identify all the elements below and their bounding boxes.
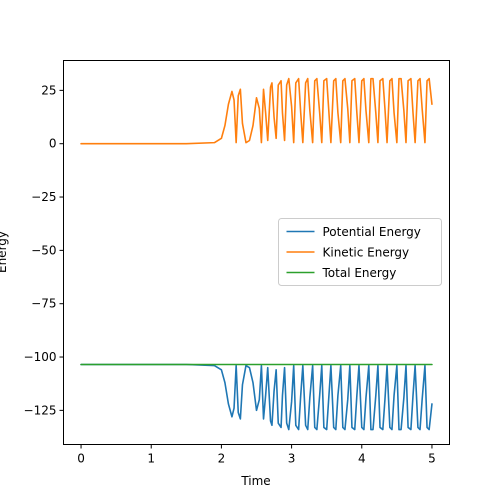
y-tick-label: −100 xyxy=(24,350,57,364)
legend-label-1: Kinetic Energy xyxy=(323,246,410,260)
plot-frame xyxy=(63,60,450,445)
legend-box xyxy=(278,218,442,286)
series-line-1 xyxy=(80,77,433,145)
y-tick-label: 25 xyxy=(41,83,56,97)
legend-label-0: Potential Energy xyxy=(323,225,421,239)
x-axis-label: Time xyxy=(240,474,270,488)
y-tick-label: −25 xyxy=(31,190,56,204)
legend: Potential Energy Kinetic Energy Total Ener… xyxy=(278,218,442,286)
x-tick-label: 0 xyxy=(77,452,85,466)
series-layer xyxy=(80,77,433,431)
x-tick-label: 1 xyxy=(147,452,155,466)
legend-label-2: Total Energy xyxy=(322,266,397,280)
y-tick-label: −75 xyxy=(31,297,56,311)
x-tick-label: 2 xyxy=(218,452,226,466)
y-tick-label: 0 xyxy=(49,137,57,151)
x-tick-label: 5 xyxy=(428,452,436,466)
y-tick-label: −50 xyxy=(31,243,56,257)
x-tick-label: 4 xyxy=(358,452,366,466)
x-axis: 0 1 2 3 4 5 xyxy=(77,444,436,466)
y-axis-label: Energy xyxy=(0,231,9,273)
y-axis: 25 0 −25 −50 −75 −100 −125 xyxy=(24,83,64,417)
series-line-0 xyxy=(80,363,433,431)
x-tick-label: 3 xyxy=(288,452,296,466)
y-tick-label: −125 xyxy=(24,403,57,417)
